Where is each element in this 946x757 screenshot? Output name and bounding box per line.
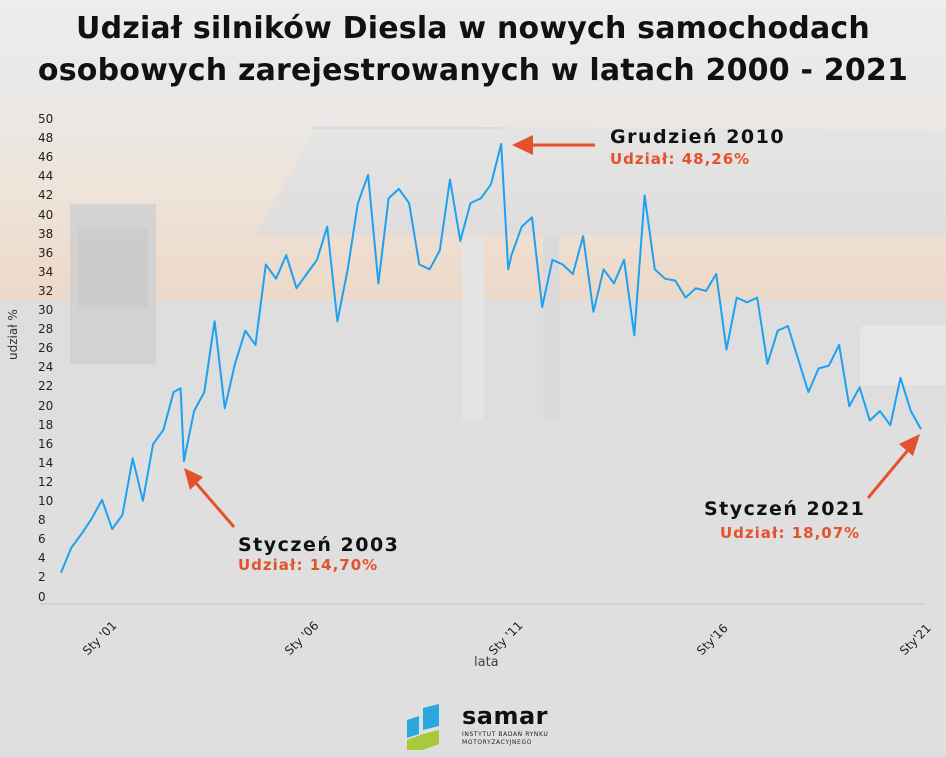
chart-title: Udział silników Diesla w nowych samochod…	[0, 8, 946, 92]
gas-station-canopy	[255, 125, 946, 235]
y-tick-label: 14	[38, 455, 54, 470]
logo-subtitle: INSTYTUT BADAŃ RYNKU MOTORYZACYJNEGO	[462, 731, 549, 746]
y-tick-label: 0	[38, 589, 46, 604]
y-tick-label: 18	[38, 417, 54, 432]
annotation-title-dec-2010: Grudzień 2010	[610, 126, 786, 148]
y-tick-label: 50	[38, 112, 54, 126]
x-axis-line	[40, 603, 924, 605]
price-sign	[70, 204, 156, 364]
samar-logo-icon	[407, 704, 439, 750]
x-axis-label: lata	[474, 655, 499, 670]
arrow-styczen-2003	[184, 468, 236, 528]
y-tick-label: 40	[38, 207, 54, 222]
y-tick-label: 36	[38, 245, 54, 260]
chart-title-line2: osobowych zarejestrowanych w latach 2000…	[37, 53, 909, 88]
y-tick-label: 6	[38, 532, 46, 547]
y-tick-label: 30	[38, 303, 54, 317]
truck	[860, 325, 946, 385]
y-tick-label: 16	[38, 436, 54, 451]
annotation-title-jan-2021: Styczeń 2021	[704, 498, 866, 520]
y-tick-label: 42	[38, 188, 54, 203]
y-tick-label: 26	[38, 341, 54, 356]
y-tick-label: 28	[38, 322, 54, 337]
canopy-light	[312, 127, 502, 129]
diesel-share-line	[60, 142, 922, 573]
y-tick-label: 4	[38, 551, 46, 566]
logo-name: samar	[462, 702, 549, 730]
y-tick-label: 20	[38, 398, 54, 413]
y-tick-label: 10	[38, 494, 54, 508]
canopy-pillar	[462, 235, 484, 425]
price-sign-screen	[78, 228, 148, 308]
y-tick-label: 2	[38, 570, 46, 585]
annotation-value-jan-2003: Udział: 14,70%	[238, 556, 379, 574]
y-tick-label: 8	[38, 513, 46, 528]
y-tick-label: 38	[38, 226, 54, 241]
y-tick-label: 32	[38, 283, 54, 298]
chart-title-line1: Udział silników Diesla w nowych samochod…	[76, 11, 870, 46]
annotation-title-jan-2003: Styczeń 2003	[238, 534, 400, 556]
annotation-value-dec-2010: Udział: 48,26%	[610, 150, 751, 168]
y-tick-label: 12	[38, 474, 54, 489]
y-tick-label: 44	[38, 169, 54, 184]
ground	[0, 420, 946, 757]
arrow-styczen-2021	[866, 434, 920, 499]
arrow-grudzien-2010	[512, 135, 595, 155]
y-tick-label: 34	[38, 264, 54, 279]
y-tick-label: 46	[38, 150, 54, 165]
annotation-value-jan-2021: Udział: 18,07%	[720, 524, 861, 542]
y-tick-label: 24	[38, 360, 54, 375]
y-tick-label: 48	[38, 131, 54, 146]
y-tick-label: 22	[38, 379, 54, 394]
